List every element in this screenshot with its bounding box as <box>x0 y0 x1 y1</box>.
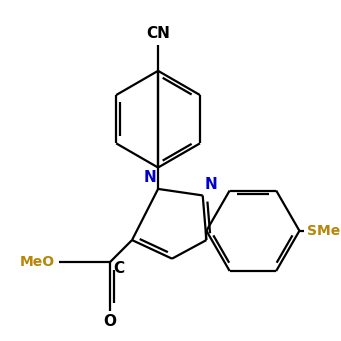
Text: SMe: SMe <box>307 224 340 238</box>
Text: N: N <box>205 177 217 192</box>
Text: N: N <box>144 170 156 185</box>
Text: O: O <box>103 314 116 329</box>
Text: MeO: MeO <box>20 255 55 269</box>
Text: C: C <box>114 261 124 276</box>
Text: CN: CN <box>146 26 170 41</box>
